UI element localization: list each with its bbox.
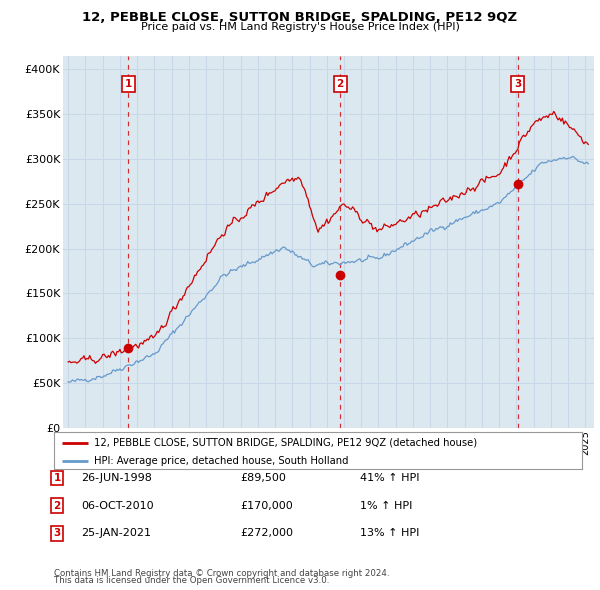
- Text: 1: 1: [125, 79, 132, 89]
- Text: Price paid vs. HM Land Registry's House Price Index (HPI): Price paid vs. HM Land Registry's House …: [140, 22, 460, 32]
- Text: 2: 2: [337, 79, 344, 89]
- Text: 12, PEBBLE CLOSE, SUTTON BRIDGE, SPALDING, PE12 9QZ: 12, PEBBLE CLOSE, SUTTON BRIDGE, SPALDIN…: [82, 11, 518, 24]
- Text: 41% ↑ HPI: 41% ↑ HPI: [360, 473, 419, 483]
- Text: 1: 1: [53, 473, 61, 483]
- Text: This data is licensed under the Open Government Licence v3.0.: This data is licensed under the Open Gov…: [54, 576, 329, 585]
- Text: £89,500: £89,500: [240, 473, 286, 483]
- Text: HPI: Average price, detached house, South Holland: HPI: Average price, detached house, Sout…: [94, 456, 348, 466]
- Text: Contains HM Land Registry data © Crown copyright and database right 2024.: Contains HM Land Registry data © Crown c…: [54, 569, 389, 578]
- Text: 1% ↑ HPI: 1% ↑ HPI: [360, 501, 412, 510]
- Text: 2: 2: [53, 501, 61, 510]
- Text: £272,000: £272,000: [240, 529, 293, 538]
- Text: 26-JUN-1998: 26-JUN-1998: [81, 473, 152, 483]
- Text: 12, PEBBLE CLOSE, SUTTON BRIDGE, SPALDING, PE12 9QZ (detached house): 12, PEBBLE CLOSE, SUTTON BRIDGE, SPALDIN…: [94, 438, 477, 448]
- Text: 3: 3: [514, 79, 521, 89]
- Text: 13% ↑ HPI: 13% ↑ HPI: [360, 529, 419, 538]
- Text: 06-OCT-2010: 06-OCT-2010: [81, 501, 154, 510]
- Text: £170,000: £170,000: [240, 501, 293, 510]
- Text: 25-JAN-2021: 25-JAN-2021: [81, 529, 151, 538]
- Text: 3: 3: [53, 529, 61, 538]
